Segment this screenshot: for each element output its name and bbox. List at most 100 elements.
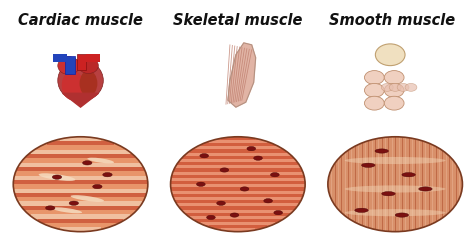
Ellipse shape [92, 184, 102, 189]
Ellipse shape [79, 58, 98, 73]
Bar [13, 180, 148, 184]
Ellipse shape [402, 173, 415, 177]
Ellipse shape [365, 83, 384, 97]
Bar [22, 158, 139, 163]
Bar [180, 159, 296, 162]
Ellipse shape [419, 187, 432, 191]
Ellipse shape [362, 163, 375, 167]
Bar [26, 154, 135, 158]
Ellipse shape [271, 173, 279, 177]
Bar [38, 219, 123, 223]
Bar [209, 225, 267, 228]
Bar [172, 175, 304, 178]
Ellipse shape [39, 173, 75, 181]
Ellipse shape [71, 195, 104, 202]
Text: Smooth muscle: Smooth muscle [329, 13, 455, 28]
Bar [173, 172, 303, 175]
Ellipse shape [375, 44, 405, 66]
Ellipse shape [247, 146, 255, 151]
Bar [86, 54, 100, 62]
Polygon shape [63, 93, 98, 107]
Bar [201, 222, 275, 225]
Bar [173, 169, 302, 172]
Bar [201, 143, 275, 146]
Bar [77, 54, 86, 70]
Ellipse shape [382, 191, 395, 196]
Bar [19, 201, 142, 206]
Ellipse shape [69, 201, 79, 205]
Bar [182, 156, 293, 159]
Ellipse shape [58, 57, 80, 74]
Bar [182, 210, 293, 213]
Bar [220, 228, 255, 232]
Bar [173, 197, 302, 200]
Bar [26, 210, 135, 214]
Bar [220, 137, 255, 140]
Bar [172, 191, 304, 194]
Ellipse shape [230, 213, 239, 217]
Bar [65, 56, 74, 73]
Ellipse shape [328, 137, 463, 232]
Bar [171, 178, 305, 181]
Bar [14, 188, 147, 193]
Ellipse shape [365, 71, 384, 84]
Bar [13, 184, 148, 188]
Bar [31, 214, 130, 219]
Polygon shape [228, 43, 255, 107]
Bar [195, 219, 281, 222]
Ellipse shape [103, 173, 112, 177]
Ellipse shape [200, 154, 209, 158]
Ellipse shape [52, 175, 62, 179]
Ellipse shape [220, 168, 229, 172]
Bar [19, 163, 142, 167]
Ellipse shape [381, 83, 393, 91]
Bar [53, 54, 67, 62]
Bar [46, 141, 114, 146]
Bar [190, 216, 286, 219]
Ellipse shape [207, 215, 215, 219]
Ellipse shape [375, 149, 388, 153]
Bar [173, 194, 303, 197]
Bar [15, 193, 146, 197]
Text: Skeletal muscle: Skeletal muscle [173, 13, 302, 28]
Bar [209, 140, 267, 143]
Ellipse shape [82, 161, 92, 165]
Ellipse shape [240, 187, 249, 191]
Bar [17, 197, 144, 201]
Bar [38, 146, 123, 150]
Ellipse shape [355, 208, 368, 212]
Bar [46, 223, 114, 227]
Ellipse shape [13, 137, 148, 232]
Ellipse shape [365, 96, 384, 110]
Bar [15, 171, 146, 176]
Text: Cardiac muscle: Cardiac muscle [18, 13, 143, 28]
Bar [195, 146, 281, 150]
Bar [175, 165, 301, 169]
Bar [175, 200, 301, 203]
Ellipse shape [345, 185, 446, 192]
Ellipse shape [384, 83, 404, 97]
Ellipse shape [389, 83, 401, 91]
Ellipse shape [171, 137, 305, 232]
Bar [186, 153, 290, 156]
Bar [14, 176, 147, 180]
Bar [186, 213, 290, 216]
Ellipse shape [254, 156, 263, 160]
Ellipse shape [328, 137, 463, 232]
Ellipse shape [397, 83, 409, 91]
Ellipse shape [80, 71, 97, 96]
Ellipse shape [384, 96, 404, 110]
Bar [171, 187, 305, 191]
Bar [171, 184, 305, 187]
Ellipse shape [62, 71, 83, 100]
Bar [61, 227, 100, 232]
Bar [22, 206, 139, 210]
Bar [17, 167, 144, 171]
Ellipse shape [52, 207, 82, 213]
Ellipse shape [171, 137, 305, 232]
Bar [171, 181, 305, 184]
Bar [180, 206, 296, 210]
Bar [177, 203, 299, 206]
Ellipse shape [384, 71, 404, 84]
Ellipse shape [395, 213, 409, 217]
